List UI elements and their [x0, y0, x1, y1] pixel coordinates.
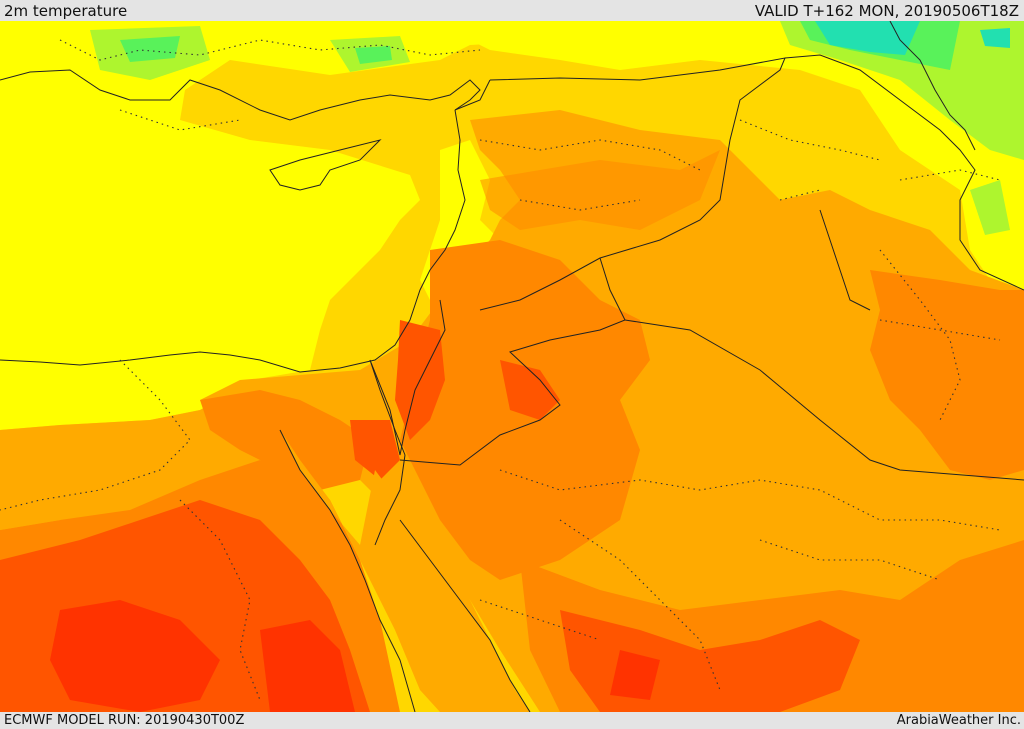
admin-lines-egypt [0, 359, 261, 701]
temp-band-cyan [815, 21, 920, 55]
border-jordan-saudi [399, 257, 626, 466]
footer-bar: ECMWF MODEL RUN: 20190430T00Z ArabiaWeat… [0, 712, 1024, 729]
border-iran-iraq [784, 54, 1024, 291]
admin-lines-iran [879, 169, 1001, 341]
coastline-cyprus [269, 139, 382, 191]
border-syria-iraq [479, 57, 786, 311]
red-sea [280, 430, 530, 712]
admin-lines-iraq [739, 119, 961, 421]
temp-band-dark-orange-6 [480, 150, 720, 230]
temp-band-yellow [0, 21, 560, 430]
border-iraq-saudi [624, 319, 1024, 481]
temp-band-cyan-2 [980, 28, 1010, 48]
coastline-gulf [819, 209, 871, 311]
credit-label: ArabiaWeather Inc. [896, 713, 1021, 728]
temp-band-green-5 [780, 21, 1024, 160]
header-bar: 2m temperature VALID T+162 MON, 20190506… [0, 0, 1024, 21]
coastline-caspian [889, 21, 976, 151]
temp-band-red-1 [50, 600, 220, 712]
border-israel [369, 299, 446, 456]
temp-band-green-2 [120, 36, 180, 62]
temp-band-red-orange-5 [500, 360, 560, 420]
border-sinai [369, 359, 406, 456]
model-run: ECMWF MODEL RUN: 20190430T00Z [4, 713, 245, 728]
border-turkey-syria [454, 79, 491, 111]
temp-band-green-7 [970, 180, 1010, 235]
temp-band-red-2 [260, 620, 355, 712]
coastline-red-sea-east [374, 454, 531, 712]
temperature-map[interactable] [0, 21, 1024, 712]
temp-band-yellow-north [440, 21, 1024, 290]
coastline-turkey [0, 69, 481, 121]
map-canvas [0, 21, 1024, 712]
temp-band-dark-orange-2 [870, 270, 1024, 480]
valid-time: VALID T+162 MON, 20190506T18Z [754, 2, 1019, 20]
temp-band-red-3 [610, 650, 660, 700]
admin-lines-turkey [59, 39, 481, 131]
admin-lines-syria [479, 139, 701, 211]
temp-band-red-orange-4 [350, 420, 400, 480]
coastline-red-sea-west [279, 429, 416, 712]
map-title: 2m temperature [4, 2, 128, 20]
coastline-levant [0, 109, 466, 373]
temp-band-green-4 [355, 46, 392, 64]
